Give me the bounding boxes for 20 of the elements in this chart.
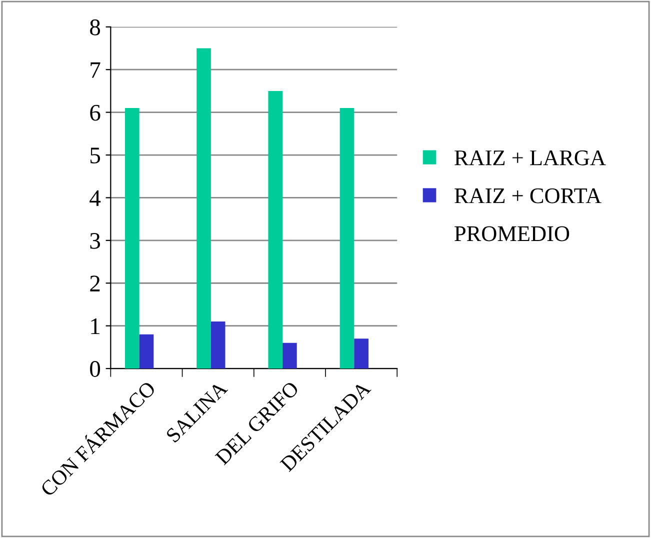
y-tick-label: 6 [90,104,100,121]
bar [268,90,283,369]
y-tick-label: 1 [91,318,100,334]
bar [139,334,154,369]
y-tick-label: 3 [90,232,100,249]
legend-label: RAIZ + LARGA [454,150,606,166]
legend-label: RAIZ + CORTA [454,188,602,204]
bar [196,48,211,369]
y-tick-label: 8 [90,19,100,36]
bar [282,342,297,369]
bar [340,108,354,369]
y-tick-label: 7 [90,62,100,78]
bar [354,338,368,369]
text: PROMEDIO [454,226,570,242]
y-tick-label: 4 [90,190,101,206]
bar [124,108,140,369]
y-tick-label: 2 [90,276,100,292]
bar [210,322,226,369]
y-tick-label: 0 [90,361,100,377]
y-tick-label: 5 [90,148,100,164]
